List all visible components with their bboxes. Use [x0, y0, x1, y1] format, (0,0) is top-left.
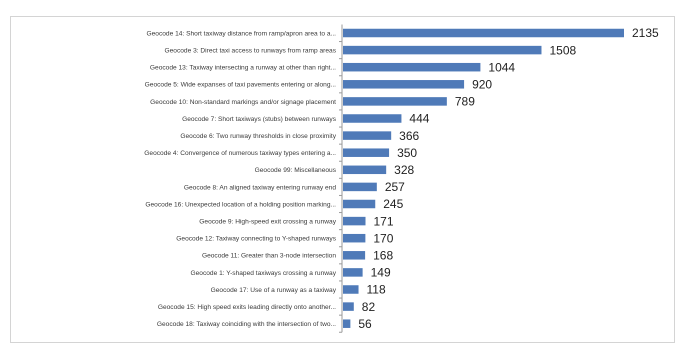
data-label: 2135 [632, 26, 659, 40]
data-label: 82 [362, 300, 376, 314]
bar [343, 45, 542, 55]
category-label: Geocode 16: Unexpected location of a hol… [145, 201, 336, 208]
data-label: 170 [373, 231, 393, 245]
bar [343, 268, 363, 277]
bar [343, 62, 481, 72]
category-label: Geocode 7: Short taxiways (stubs) betwee… [182, 116, 337, 123]
bar [343, 319, 351, 328]
data-label: 118 [367, 283, 386, 297]
data-label: 171 [374, 214, 394, 228]
bar [343, 182, 377, 192]
bar [343, 80, 465, 89]
category-label: Geocode 14: Short taxiway distance from … [147, 30, 337, 37]
data-label: 245 [383, 197, 403, 211]
category-label: Geocode 12: Taxiway connecting to Y-shap… [176, 236, 336, 243]
bar [343, 285, 359, 294]
data-label: 350 [397, 146, 417, 160]
bars-layer [343, 28, 624, 328]
chart-frame: Geocode 14: Short taxiway distance from … [10, 16, 675, 343]
data-label: 168 [373, 249, 393, 263]
data-label: 920 [472, 78, 492, 92]
data-label: 789 [455, 95, 475, 109]
category-label: Geocode 8: An aligned taxiway entering r… [184, 184, 336, 191]
bar [343, 165, 387, 175]
bar [343, 97, 447, 106]
data-label: 444 [409, 112, 429, 126]
bar [343, 233, 366, 243]
category-label: Geocode 99: Miscellaneous [255, 167, 337, 174]
bar [343, 199, 376, 209]
category-label: Geocode 6: Two runway thresholds in clos… [180, 133, 336, 140]
bar [343, 216, 366, 226]
data-label: 149 [371, 266, 391, 280]
bar [343, 251, 366, 260]
bar [343, 148, 390, 157]
category-label: Geocode 13: Taxiway intersecting a runwa… [150, 65, 336, 72]
category-label: Geocode 15: High speed exits leading dir… [158, 304, 336, 311]
bar [343, 114, 402, 123]
category-label: Geocode 1: Y-shaped taxiways crossing a … [190, 270, 336, 277]
category-label: Geocode 4: Convergence of numerous taxiw… [144, 150, 336, 157]
labels-layer: Geocode 14: Short taxiway distance from … [144, 26, 659, 331]
axis-layer [339, 24, 343, 333]
data-label: 257 [385, 180, 405, 194]
data-label: 366 [399, 129, 419, 143]
category-label: Geocode 9: High-speed exit crossing a ru… [199, 219, 336, 226]
data-label: 1508 [549, 43, 576, 57]
bar-chart: Geocode 14: Short taxiway distance from … [144, 24, 659, 333]
bar [343, 131, 392, 140]
category-label: Geocode 18: Taxiway coinciding with the … [157, 321, 336, 328]
category-label: Geocode 5: Wide expanses of taxi pavemen… [145, 82, 336, 89]
bar [343, 28, 624, 38]
category-label: Geocode 11: Greater than 3-node intersec… [202, 253, 336, 260]
data-label: 56 [358, 317, 372, 331]
category-label: Geocode 17: Use of a runway as a taxiway [211, 287, 337, 294]
category-label: Geocode 3: Direct taxi access to runways… [164, 48, 336, 55]
category-label: Geocode 10: Non-standard markings and/or… [150, 99, 336, 106]
bar [343, 302, 354, 311]
data-label: 328 [394, 163, 414, 177]
data-label: 1044 [488, 60, 515, 74]
